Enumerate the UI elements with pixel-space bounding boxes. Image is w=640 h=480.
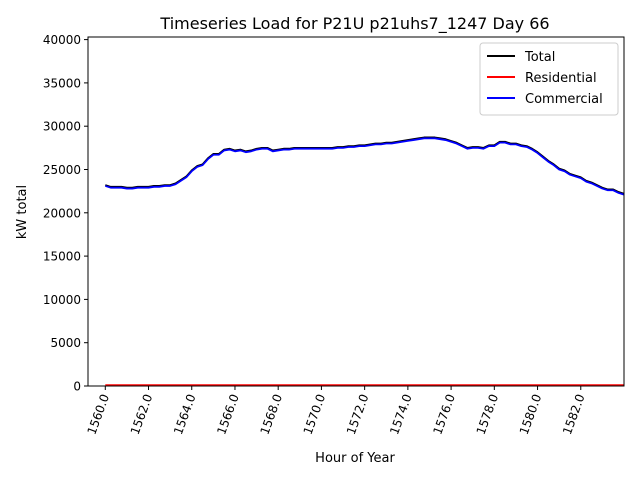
legend-label-commercial: Commercial: [525, 92, 603, 107]
plot-frame: [87, 36, 625, 387]
y-tick-label: 10000: [43, 293, 81, 307]
chart-title: Timeseries Load for P21U p21uhs7_1247 Da…: [159, 14, 549, 34]
y-tick-label: 5000: [50, 336, 81, 350]
y-tick-label: 20000: [43, 206, 81, 220]
series-layer: [105, 136, 625, 387]
y-tick-label: 35000: [43, 76, 81, 90]
y-tick-label: 30000: [43, 120, 81, 134]
x-axis-label: Hour of Year: [315, 451, 395, 466]
y-tick-label: 25000: [43, 163, 81, 177]
y-axis-label: kW total: [15, 185, 30, 239]
y-tick-label: 15000: [43, 250, 81, 264]
legend-label-total: Total: [524, 50, 555, 65]
series-line-commercial: [105, 137, 625, 196]
y-tick-label: 0: [73, 380, 81, 394]
legend: Total Residential Commercial: [479, 42, 619, 116]
legend-label-residential: Residential: [525, 71, 597, 86]
y-axis-ticks: 0 5000 10000 15000 20000 25000 30000 35000 40000: [43, 33, 88, 394]
y-tick-label: 40000: [43, 33, 81, 47]
